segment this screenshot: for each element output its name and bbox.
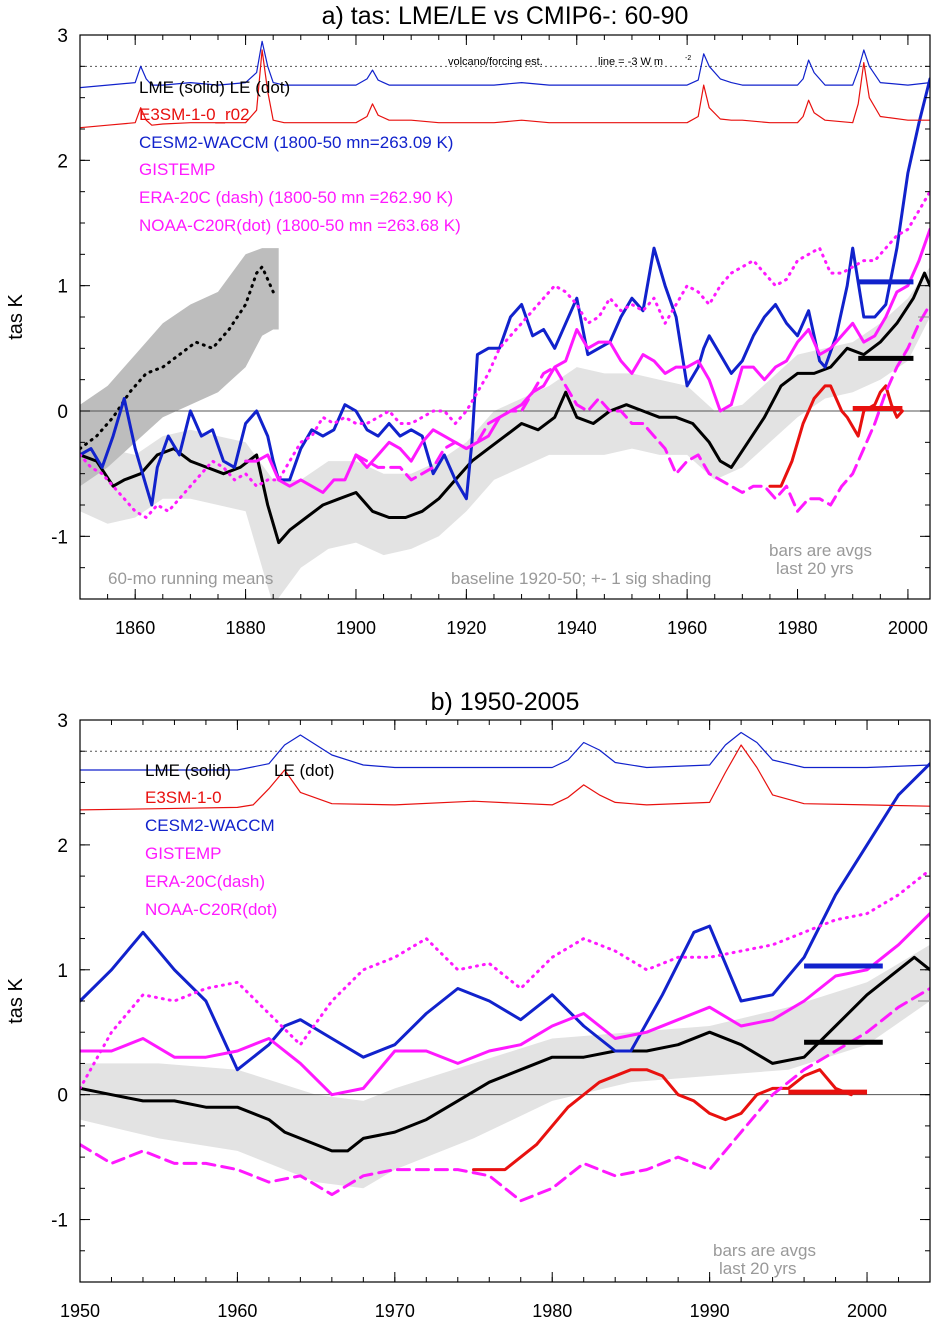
legend: LME (solid) LE (dot) E3SM-1-0_r02 CESM2-WA… <box>139 78 461 235</box>
legend-entry-gistemp: GISTEMP <box>139 160 216 179</box>
y-tick-label: 3 <box>57 711 68 732</box>
forcing-note: volcano/forcing est. <box>448 56 543 68</box>
x-tick-label: 1920 <box>446 618 486 638</box>
bars-note-line-2: last 20 yrs <box>719 1259 796 1278</box>
x-tick-label: 1980 <box>532 1301 572 1321</box>
series-line-e3sm-1-0-r02 <box>768 384 904 488</box>
y-tick-label: -1 <box>51 1211 68 1232</box>
y-tick-label: -1 <box>51 527 68 548</box>
baseline-note: baseline 1920-50; +- 1 sig shading <box>451 569 711 588</box>
series-line-cesm2-waccm <box>80 762 930 1072</box>
x-tick-label: 2000 <box>847 1301 887 1321</box>
x-tick-label: 1860 <box>115 618 155 638</box>
series-line-le <box>80 265 275 451</box>
x-tick-label: 1880 <box>226 618 266 638</box>
x-tick-label: 1980 <box>778 618 818 638</box>
legend-entry-e3sm-1-0-r02: E3SM-1-0_r02 <box>139 105 250 124</box>
chart-title: b) 1950-2005 <box>431 688 580 716</box>
legend-entry-lme-solid: LME (solid) <box>145 761 231 780</box>
y-tick-label: 3 <box>57 26 68 47</box>
x-tick-label: 2000 <box>888 618 928 638</box>
plot-area <box>80 731 930 1203</box>
plot-area <box>80 40 930 599</box>
legend-entry-e3sm-1-0: E3SM-1-0 <box>145 788 222 807</box>
series-line-gistemp <box>244 227 930 494</box>
legend-entry-era-20c-dash: ERA-20C(dash) <box>145 872 265 891</box>
panel-b: b) 1950-2005 tas K -1 0 1 2 3 1950 1960 1970 1980 1… <box>5 688 931 1321</box>
y-tick-label: 2 <box>57 836 68 857</box>
legend-entry-noaa-c20r-dot: NOAA-C20R(dot) <box>145 900 277 919</box>
legend-entry-gistemp: GISTEMP <box>145 844 222 863</box>
series-line-e3sm-1-0-forcing <box>80 49 930 129</box>
y-tick-label: 2 <box>57 151 68 172</box>
legend-entry-noaa-c20r-dot-1800-50-mn: NOAA-C20R(dot) (1800-50 mn =263.68 K) <box>139 216 461 235</box>
y-tick-label: 1 <box>57 277 68 298</box>
legend-entry-cesm2-waccm-1800-50-mn-2: CESM2-WACCM (1800-50 mn=263.09 K) <box>139 133 453 152</box>
y-axis-label: tas K <box>5 978 27 1024</box>
x-tick-label: 1960 <box>217 1301 257 1321</box>
series-line-cesm2-waccm-forcing <box>80 40 930 89</box>
bars-note-line-1: bars are avgs <box>769 541 872 560</box>
series-line-gistemp <box>80 912 930 1097</box>
running-mean-note: 60-mo running means <box>108 569 273 588</box>
series-line-cesm2-waccm-forcing <box>80 731 930 771</box>
x-tick-label: 1900 <box>336 618 376 638</box>
legend-entry-le-dot: LE (dot) <box>274 761 334 780</box>
bars-note-line-1: bars are avgs <box>713 1241 816 1260</box>
lme-spread-band <box>80 944 930 1189</box>
x-tick-label: 1990 <box>690 1301 730 1321</box>
series-line-lme <box>80 955 930 1153</box>
series-line-era-20c <box>80 987 930 1203</box>
legend-entry-era-20c-dash-1800-50-mn-: ERA-20C (dash) (1800-50 mn =262.90 K) <box>139 188 453 207</box>
series-line-e3sm-1-0-forcing <box>80 744 930 811</box>
panel-a: a) tas: LME/LE vs CMIP6-: 60-90 tas K -1 0 1… <box>5 2 931 638</box>
y-tick-label: 0 <box>57 1086 68 1107</box>
series-line-lme <box>80 271 930 545</box>
series-line-cesm2-waccm <box>80 77 930 507</box>
line-note-superscript: -2 <box>685 55 691 62</box>
y-tick-label: 1 <box>57 961 68 982</box>
bars-note-line-2: last 20 yrs <box>776 559 853 578</box>
chart-title: a) tas: LME/LE vs CMIP6-: 60-90 <box>322 2 689 30</box>
series-line-era-20c <box>354 303 930 513</box>
y-tick-label: 0 <box>57 402 68 423</box>
x-tick-label: 1950 <box>60 1301 100 1321</box>
x-tick-label: 1960 <box>667 618 707 638</box>
series-line-noaa-c20r <box>80 868 930 1090</box>
legend: LME (solid) LE (dot) E3SM-1-0 CESM2-WACCM GI… <box>145 761 334 919</box>
legend-entry-cesm2-waccm: CESM2-WACCM <box>145 816 275 835</box>
line-note: line = -3 W m <box>598 56 663 68</box>
legend-entry-lme-solid-le-dot: LME (solid) LE (dot) <box>139 78 290 97</box>
x-tick-label: 1940 <box>557 618 597 638</box>
lme-spread-band <box>80 266 930 599</box>
y-axis-label: tas K <box>5 294 27 340</box>
x-tick-label: 1970 <box>375 1301 415 1321</box>
series-line-e3sm-1-0 <box>472 1068 853 1172</box>
